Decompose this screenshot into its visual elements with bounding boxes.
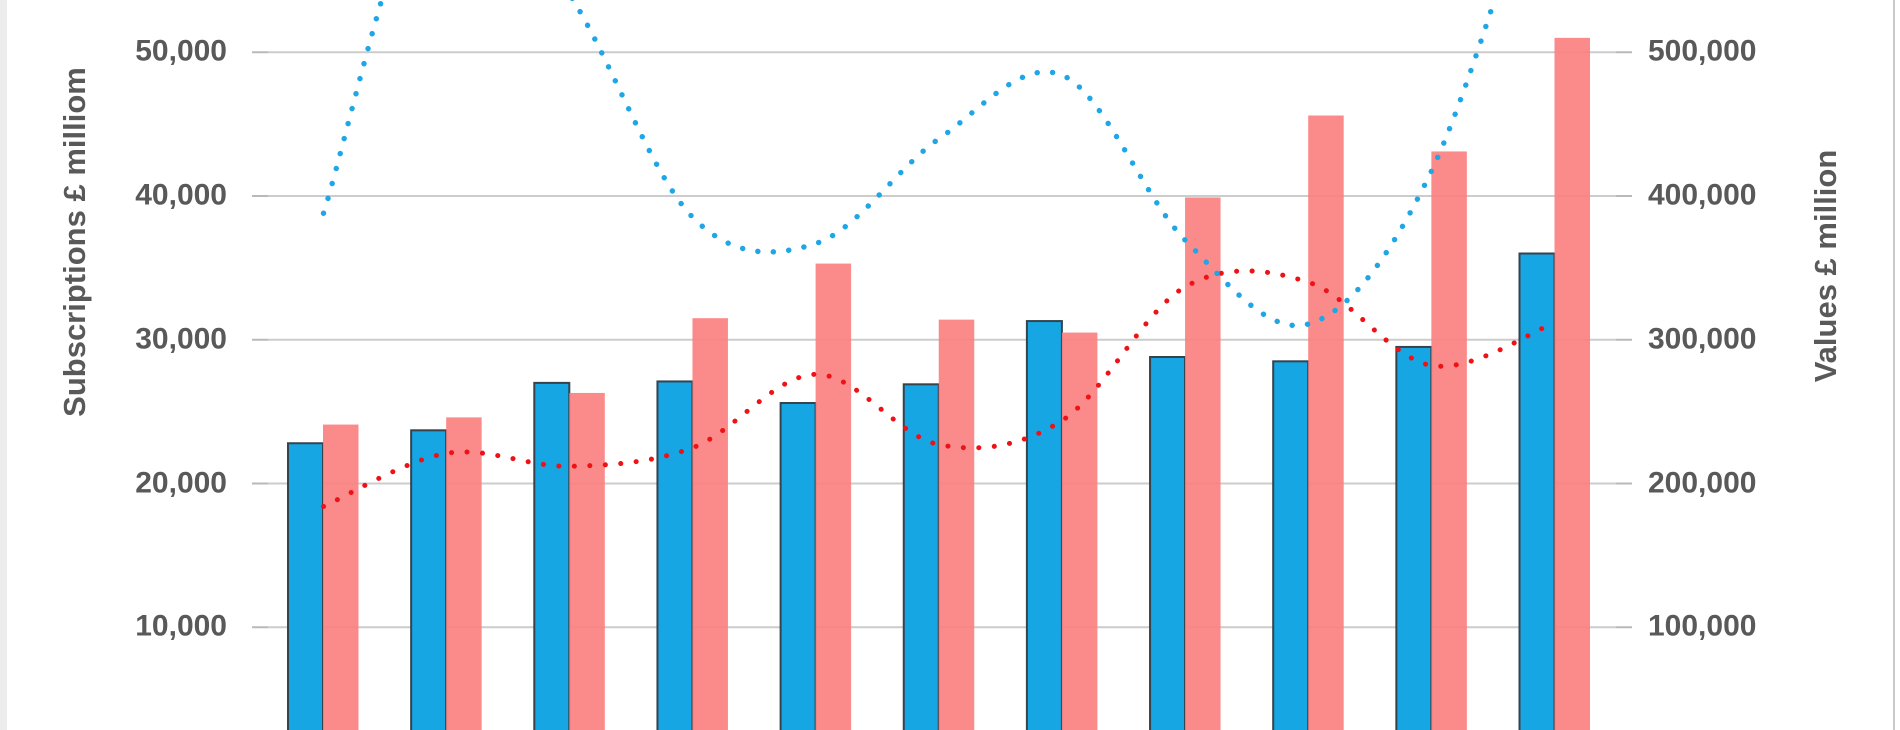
right-tick-label: 200,000 <box>1648 465 1757 499</box>
blue-bar <box>410 429 448 730</box>
red-bar <box>692 318 728 730</box>
blue-bar <box>1025 320 1063 730</box>
left-tick-label: 40,000 <box>135 178 227 212</box>
red-bar <box>1554 37 1590 730</box>
right-tick-label: 500,000 <box>1648 34 1757 68</box>
red-bar <box>1308 115 1344 730</box>
blue-bar <box>1395 345 1433 730</box>
red-bar <box>569 392 605 730</box>
red-bar <box>938 319 975 730</box>
right-tick-label: 300,000 <box>1648 322 1757 356</box>
bar-series <box>287 37 1590 730</box>
blue-bar <box>287 442 324 730</box>
blue-bar <box>902 383 940 730</box>
red-bar <box>323 424 359 730</box>
left-tick-label: 50,000 <box>135 34 227 68</box>
red-bar <box>446 417 482 730</box>
blue-bar <box>1149 356 1187 730</box>
blue-bar <box>1518 252 1556 730</box>
left-tick-label: 20,000 <box>135 465 227 499</box>
blue-bar <box>1272 360 1310 730</box>
right-tick-label: 100,000 <box>1648 609 1757 643</box>
left-tick-label: 10,000 <box>135 609 227 643</box>
left-tick-label: 30,000 <box>135 322 227 356</box>
right-tick-label: 400,000 <box>1648 178 1757 212</box>
left-edge-artifact <box>0 0 7 730</box>
blue-bar <box>656 380 694 730</box>
red-bar <box>1431 151 1467 730</box>
right-axis-title: Values £ million <box>1808 149 1843 383</box>
blue-bar <box>779 402 817 730</box>
red-bar <box>1185 197 1221 730</box>
right-edge-border <box>1893 0 1895 730</box>
axis-tick-marks <box>252 51 1632 629</box>
left-axis-title: Subscriptions £ milliom <box>57 67 92 417</box>
red-bar <box>1061 332 1098 730</box>
blue-dotted-line <box>320 0 1498 329</box>
red-bar <box>815 263 852 730</box>
blue-bar <box>533 381 571 730</box>
